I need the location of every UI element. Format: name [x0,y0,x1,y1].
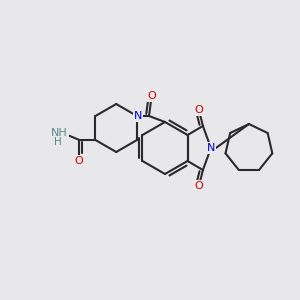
Text: O: O [74,156,83,166]
Text: N: N [207,143,215,153]
Text: NH: NH [51,128,68,138]
Text: O: O [194,181,203,191]
Text: H: H [54,137,61,147]
Text: O: O [194,105,203,115]
Text: O: O [148,91,156,101]
Text: N: N [134,111,142,121]
